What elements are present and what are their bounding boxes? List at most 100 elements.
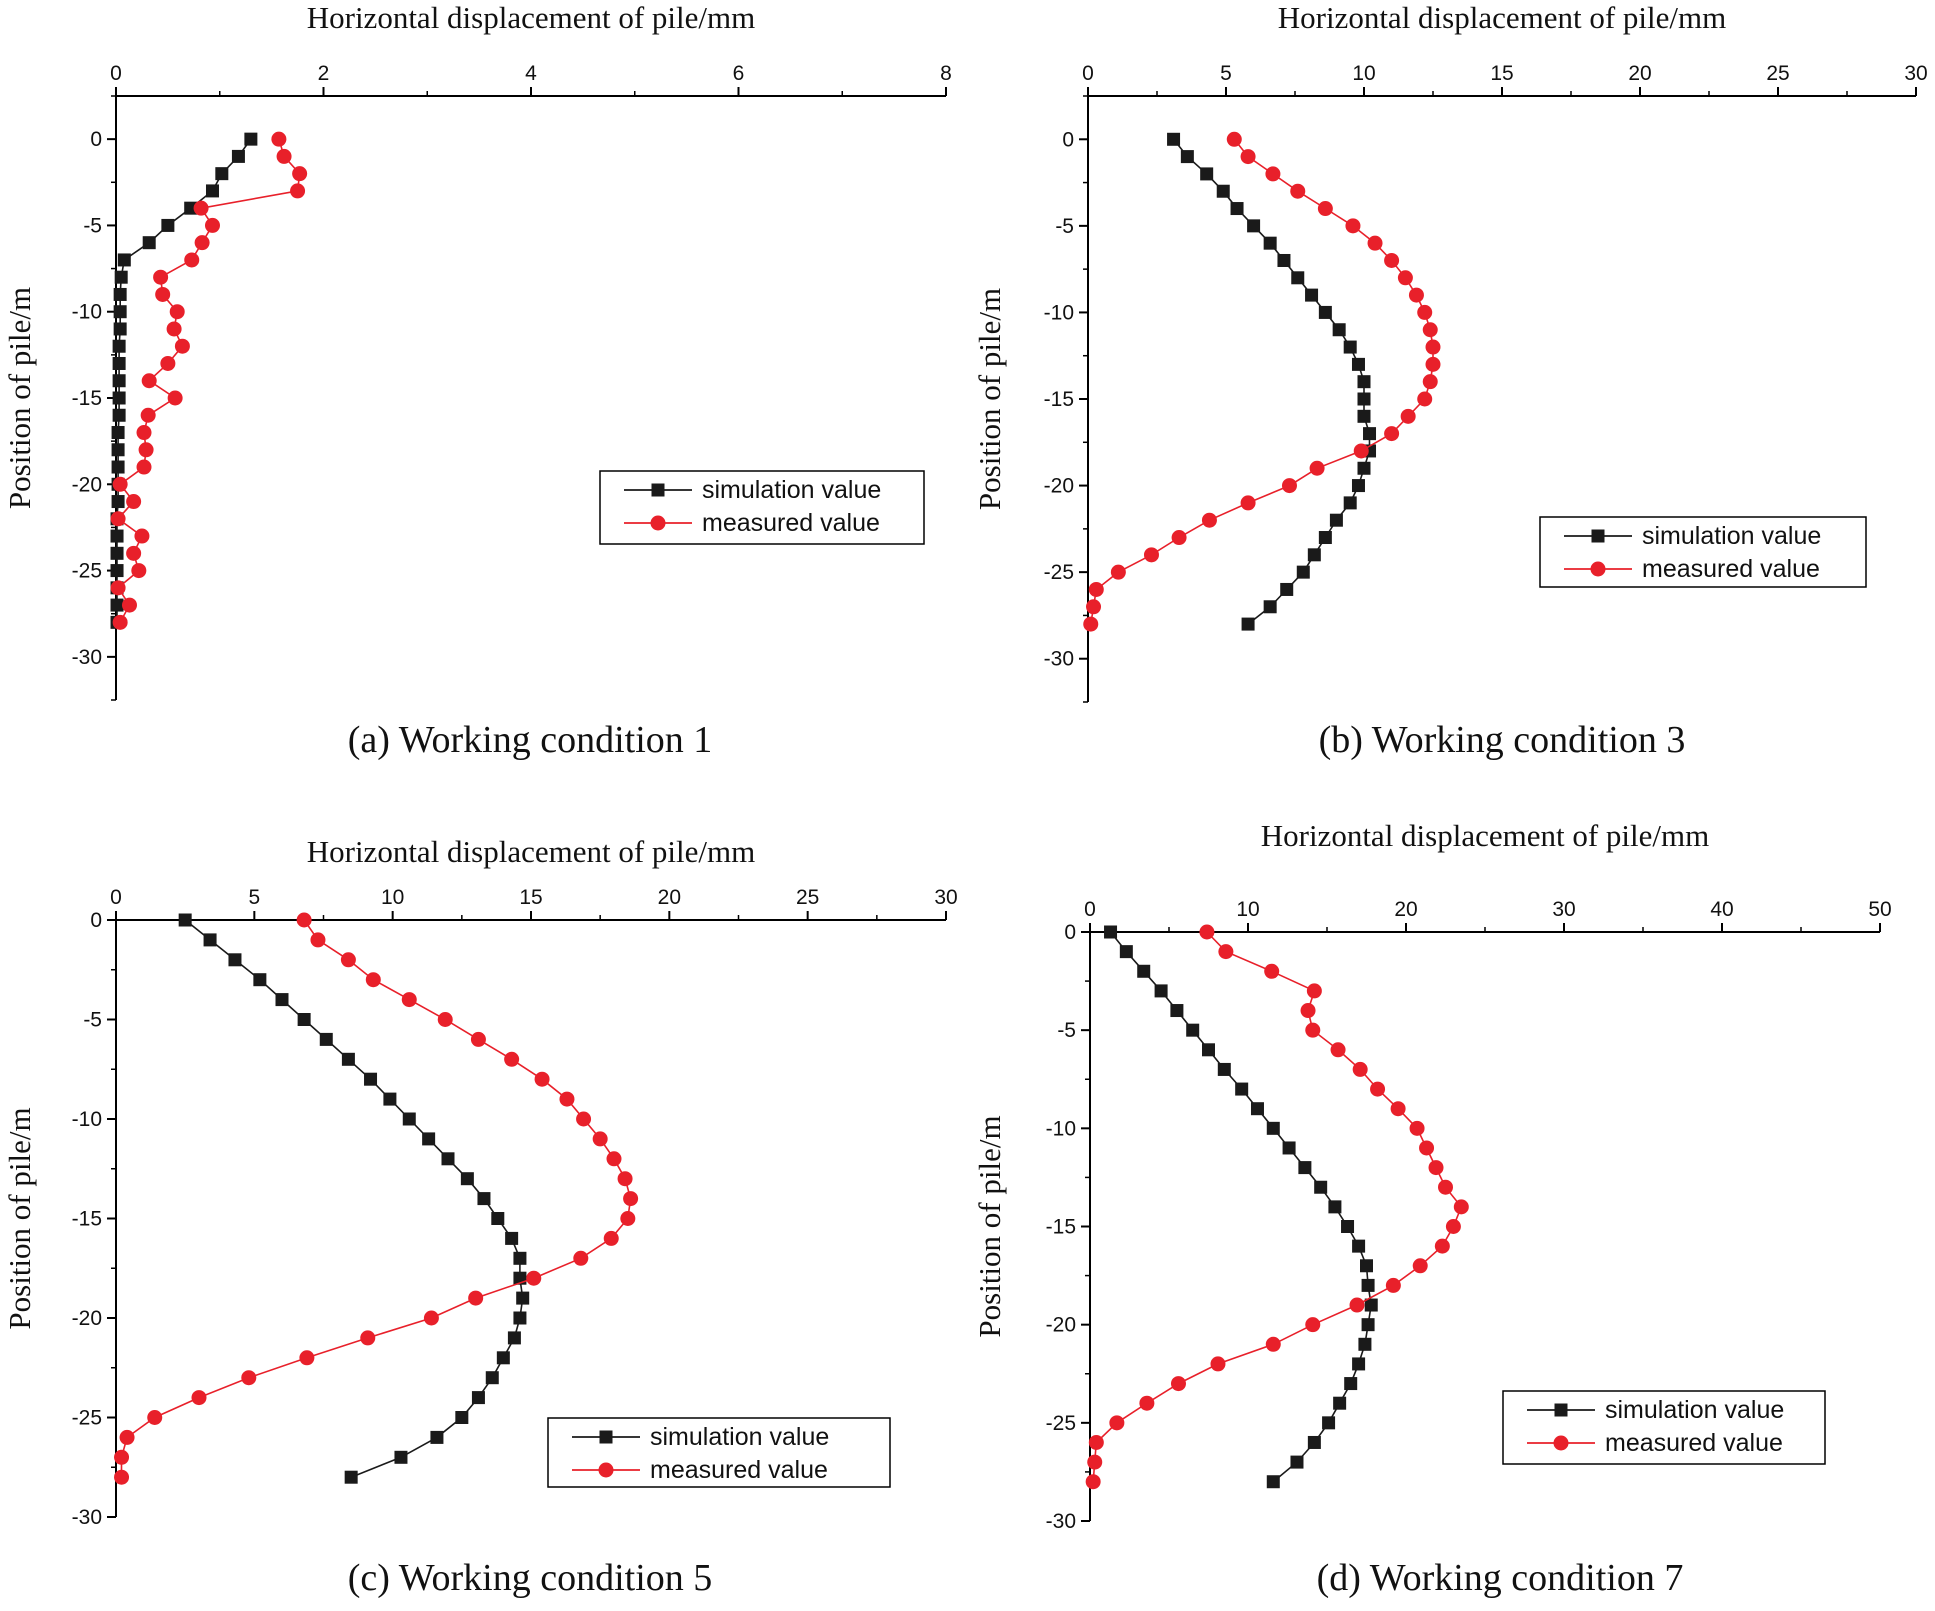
data-point-square (1186, 1023, 1200, 1037)
data-point-circle (1434, 1238, 1450, 1254)
data-point-square (297, 1013, 311, 1026)
data-point-square (1363, 427, 1377, 441)
data-point-circle (136, 425, 152, 441)
data-point-circle (136, 459, 152, 475)
data-point-square (1305, 288, 1319, 302)
data-point-circle (114, 1449, 130, 1465)
data-point-circle (1408, 287, 1424, 303)
data-point-circle (299, 1350, 315, 1366)
legend: simulation value measured value (599, 470, 925, 545)
data-point-circle (1083, 616, 1099, 632)
data-point-circle (1085, 1474, 1101, 1490)
data-point-circle (1349, 1297, 1365, 1313)
data-point-square (402, 1112, 416, 1126)
data-point-square (1332, 323, 1346, 337)
x-tick-label: 20 (1394, 898, 1417, 921)
data-point-circle (1400, 408, 1416, 424)
data-point-square (1230, 202, 1244, 216)
data-point-circle (1345, 218, 1361, 234)
data-point-square (111, 495, 125, 509)
data-point-square (215, 167, 229, 181)
data-point-square (1307, 548, 1321, 562)
x-tick-label: 25 (796, 886, 819, 909)
x-tick-label: 8 (940, 62, 952, 85)
data-point-circle (110, 511, 126, 527)
data-point-circle (1384, 426, 1400, 442)
data-point-circle (423, 1310, 439, 1326)
data-point-square (275, 993, 289, 1007)
y-tick-label: -10 (72, 301, 102, 324)
x-tick-label: 30 (934, 886, 957, 909)
data-point-square (1170, 1004, 1184, 1018)
y-tick-label: -25 (1046, 1412, 1076, 1435)
chart-caption: (b) Working condition 3 (1319, 719, 1686, 761)
x-axis-title: Horizontal displacement of pile/mm (307, 834, 756, 869)
legend-marker-circle (1553, 1435, 1569, 1451)
data-point-square (1314, 1180, 1328, 1194)
x-tick-label: 15 (519, 886, 542, 909)
data-point-square (485, 1371, 499, 1385)
data-point-square (112, 391, 126, 405)
y-tick-label: -15 (72, 1208, 102, 1231)
data-point-circle (1306, 983, 1322, 999)
data-point-circle (1417, 391, 1433, 407)
data-point-square (1318, 531, 1332, 545)
legend-label: measured value (702, 509, 880, 537)
data-point-circle (1453, 1199, 1469, 1215)
x-axis-title: Horizontal displacement of pile/mm (1278, 0, 1727, 35)
y-axis-title: Position of pile/m (2, 287, 37, 509)
data-point-circle (1428, 1160, 1444, 1176)
data-point-square (111, 443, 125, 457)
data-point-square (1154, 984, 1168, 998)
data-point-square (1298, 1161, 1312, 1175)
x-tick-label: 0 (110, 62, 122, 85)
data-point-circle (191, 1390, 207, 1406)
data-point-square (110, 546, 124, 560)
series-measured (1085, 924, 1469, 1490)
legend-marker-circle (650, 515, 666, 531)
data-point-circle (1305, 1022, 1321, 1038)
data-point-circle (504, 1051, 520, 1067)
data-point-square (477, 1192, 491, 1206)
data-point-circle (1384, 252, 1400, 268)
legend-label: simulation value (702, 476, 881, 504)
data-point-square (1360, 1259, 1373, 1273)
data-point-circle (169, 304, 185, 320)
data-point-circle (310, 932, 326, 948)
data-point-square (1361, 1318, 1375, 1332)
data-point-square (319, 1032, 333, 1046)
legend-marker-circle (598, 1462, 614, 1478)
data-point-square (1333, 1396, 1347, 1410)
y-tick-label: -30 (72, 646, 102, 669)
chart-caption: (c) Working condition 5 (348, 1557, 713, 1599)
data-point-circle (121, 597, 137, 613)
data-point-circle (1445, 1219, 1461, 1234)
data-point-square (244, 132, 258, 146)
data-point-square (113, 305, 127, 319)
data-point-circle (1390, 1101, 1406, 1117)
data-point-square (1361, 1278, 1375, 1292)
data-point-square (205, 184, 219, 198)
data-point-square (1322, 1416, 1336, 1430)
legend-box (599, 470, 925, 545)
chart-panel-2: 0 5 10 15 20 25 30 0 -5 -10 -15 -20 -25 -30 Horizontal… (972, 0, 1928, 761)
data-point-square (112, 408, 126, 422)
data-point-square (117, 253, 131, 267)
data-point-circle (1281, 478, 1297, 494)
data-point-circle (1210, 1356, 1226, 1372)
data-point-square (516, 1291, 530, 1305)
data-point-circle (140, 407, 156, 423)
data-point-square (1341, 1220, 1355, 1233)
data-point-circle (617, 1171, 633, 1187)
x-tick-label: 30 (1552, 898, 1575, 921)
data-point-circle (1109, 1415, 1125, 1431)
data-point-circle (1088, 1434, 1104, 1450)
data-point-square (112, 339, 126, 353)
y-tick-label: -5 (1057, 1019, 1076, 1042)
legend-marker-square (1591, 529, 1605, 543)
data-point-circle (184, 252, 200, 268)
data-point-circle (1330, 1042, 1346, 1058)
data-point-circle (1385, 1277, 1401, 1293)
data-point-square (1344, 1377, 1358, 1391)
series-measured (110, 131, 308, 630)
